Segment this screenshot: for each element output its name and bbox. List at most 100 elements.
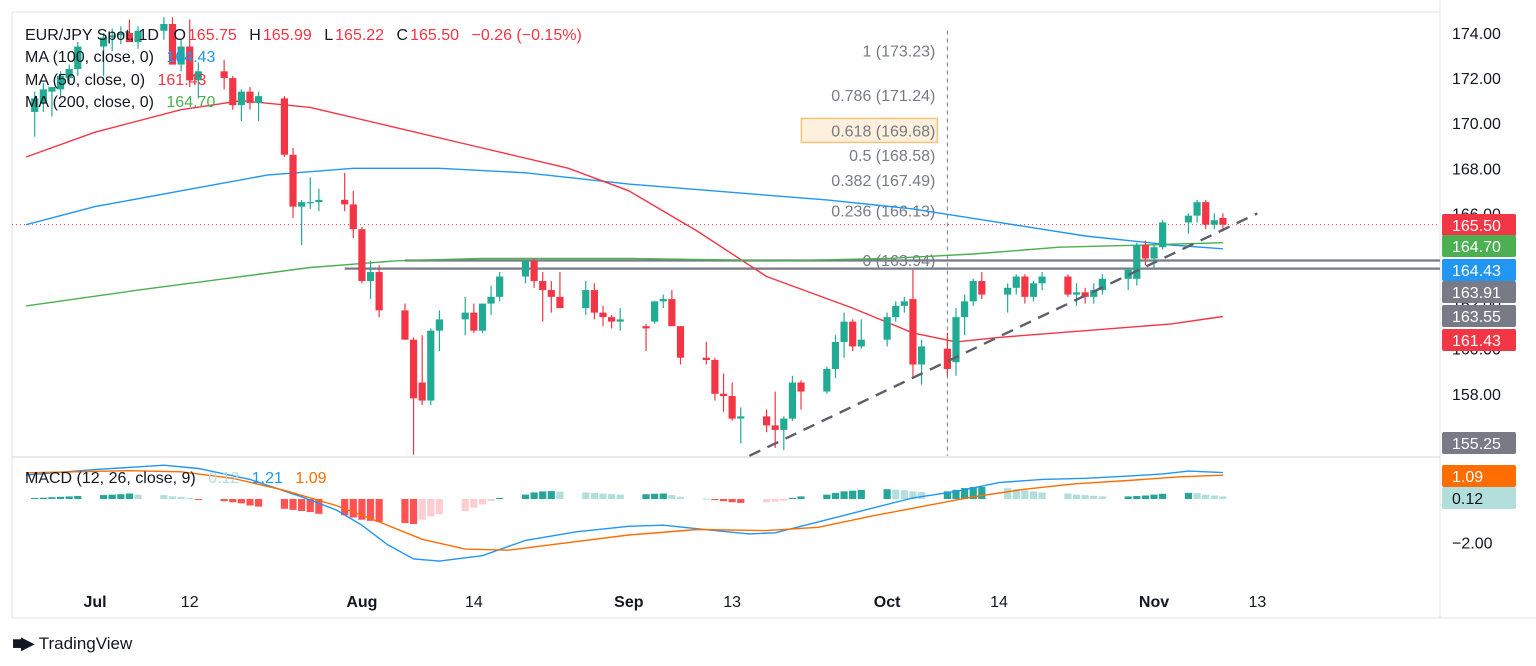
time-tick-label: 13 (723, 594, 741, 611)
price-badge-text: 161.43 (1452, 333, 1501, 350)
macd-histogram-bar (418, 499, 426, 520)
candle-up (737, 416, 745, 419)
candle-down (246, 91, 254, 103)
candle-down (719, 393, 728, 397)
candle-down (590, 290, 598, 313)
candle-up (237, 91, 245, 106)
price-badge: 155.25 (1442, 432, 1516, 454)
candle-down (220, 71, 228, 79)
candle-up (48, 87, 56, 92)
candle-up (952, 317, 960, 363)
candle-up (582, 290, 590, 309)
ma100-value: 164.43 (166, 49, 216, 66)
tradingview-brand[interactable]: ■▶ TradingView (12, 633, 132, 654)
candle-down (470, 312, 478, 331)
macd-histogram-bar (194, 499, 202, 501)
candle-up (1098, 278, 1106, 291)
macd-histogram-bar (1064, 493, 1072, 499)
candle-up (892, 305, 900, 318)
macd-histogram-bar (306, 499, 314, 513)
candle-down (341, 199, 349, 205)
macd-histogram-bar (1210, 495, 1218, 499)
candle-up (900, 301, 908, 306)
candle-up (521, 260, 530, 277)
low-value: 165.22 (335, 27, 385, 44)
candle-down (1064, 276, 1072, 295)
macd-histogram-bar (831, 492, 840, 499)
macd-line (26, 464, 1223, 562)
time-tick-label: 12 (181, 594, 199, 611)
macd-pane (26, 464, 1227, 562)
change-value: −0.26 (−0.15%) (471, 27, 582, 44)
macd-histogram-bar (1133, 495, 1141, 499)
ma200-label: MA (200, close, 0) (25, 94, 154, 111)
macd-badge-bg (1442, 465, 1516, 487)
macd-signal-value: 1.09 (295, 470, 327, 487)
horizontal-levels (12, 224, 1440, 270)
macd-histogram-bar (1081, 495, 1089, 499)
macd-histogram-bar (1124, 496, 1132, 499)
macd-histogram-bar (435, 499, 443, 515)
macd-histogram-bar (702, 498, 710, 500)
candle-up (616, 319, 624, 322)
macd-histogram-bar (737, 499, 745, 503)
price-badge-bg (1442, 305, 1516, 327)
candle-up (298, 202, 306, 207)
signal-line (26, 469, 1223, 551)
macd-badge-text: 1.09 (1452, 469, 1483, 486)
price-badges: 165.50 164.70 164.43 163.91 163.55 161.43 155.… (1442, 214, 1516, 509)
macd-histogram-bar (280, 499, 289, 509)
candle-up (134, 30, 142, 43)
candle-up (194, 71, 202, 81)
macd-histogram-bar (1038, 492, 1046, 499)
candle-down (608, 317, 616, 322)
price-badge-bg (1442, 235, 1516, 257)
macd-histogram-bar (530, 492, 538, 499)
macd-badge: 0.12 (1442, 487, 1516, 509)
candle-up (823, 368, 831, 392)
macd-badge: 1.09 (1442, 465, 1516, 487)
fib-level-label: 0.382 (167.49) (831, 173, 935, 190)
macd-histogram-bar (358, 499, 366, 520)
macd-histogram-bar (289, 499, 297, 510)
macd-legend[interactable]: MACD (12, 26, close, 9) 0.12 1.21 1.09 (25, 469, 329, 489)
macd-badge-bg (1442, 487, 1516, 509)
candle-up (1012, 276, 1020, 288)
candle-down (168, 23, 177, 65)
price-badge-bg (1442, 259, 1516, 281)
macd-histogram-bar (160, 495, 168, 499)
fibonacci-retracement: 1 (173.23) 0.786 (171.24) 0.618 (169.68) 0.… (800, 30, 948, 456)
price-badge-bg (1442, 214, 1516, 236)
candle-down (849, 321, 857, 347)
candle-up (461, 312, 469, 320)
macd-histogram-bar (125, 493, 134, 499)
macd-histogram-bar (642, 494, 650, 499)
ma100-legend[interactable]: MA (100, close, 0) 164.43 (25, 48, 217, 68)
macd-histogram-bar (1012, 489, 1020, 499)
candle-up (788, 382, 797, 419)
macd-histogram-bar (401, 499, 409, 523)
ma200-legend[interactable]: MA (200, close, 0) 164.70 (25, 93, 217, 113)
macd-histogram-bar (711, 499, 719, 501)
candle-down (943, 348, 951, 369)
price-badge-bg (1442, 281, 1516, 303)
macd-histogram-bar (676, 496, 685, 499)
candle-down (702, 357, 710, 360)
fib-highlight-box (800, 117, 939, 144)
price-badge: 163.55 (1442, 305, 1516, 327)
macd-histogram-bar (117, 494, 125, 499)
candle-up (496, 276, 504, 297)
price-badge: 161.43 (1442, 329, 1516, 351)
macd-label: MACD (12, 26, close, 9) (25, 470, 196, 487)
candle-up (177, 46, 185, 65)
macd-histogram-bar (840, 491, 848, 499)
tradingview-logo-icon: ■▶ (12, 633, 35, 653)
price-badge-bg (1442, 432, 1516, 454)
candle-up (100, 37, 108, 47)
ma50-legend[interactable]: MA (50, close, 0) 161.43 (25, 71, 208, 91)
time-tick-label: Oct (874, 594, 901, 611)
price-badge: 163.91 (1442, 281, 1516, 303)
symbol-label[interactable]: EUR/JPY Spot, 1D (25, 27, 159, 44)
ma100-label: MA (100, close, 0) (25, 49, 154, 66)
